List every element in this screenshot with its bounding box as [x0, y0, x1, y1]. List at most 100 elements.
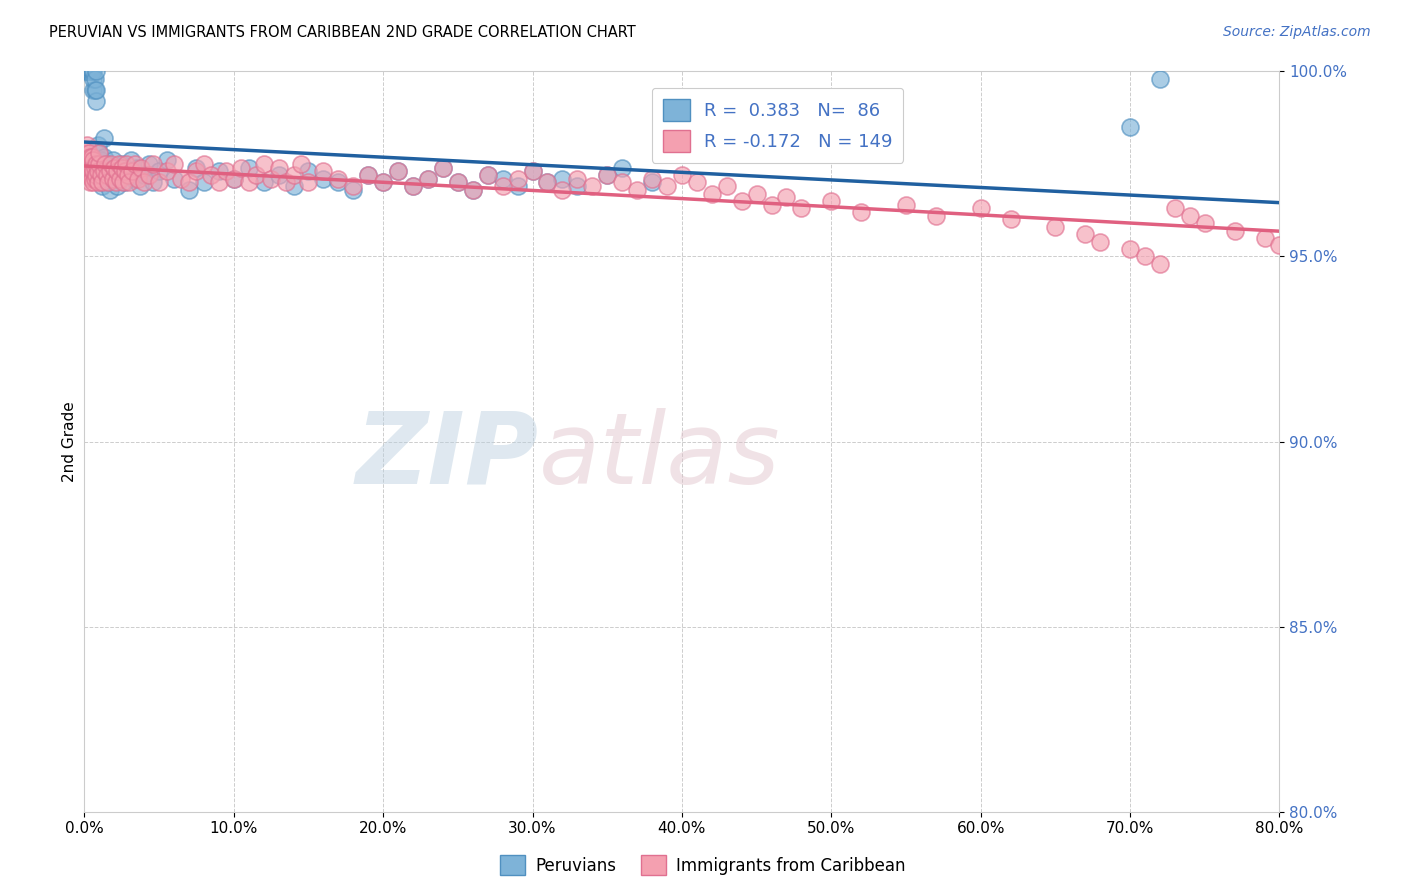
- Point: [596, 168, 619, 182]
- Point: [125, 161, 148, 175]
- Point: [83, 161, 105, 175]
- Point: [387, 164, 409, 178]
- Point: [132, 175, 156, 189]
- Point: [373, 175, 395, 189]
- Point: [83, 171, 105, 186]
- Point: [492, 171, 515, 186]
- Point: [200, 168, 222, 182]
- Point: [86, 83, 108, 97]
- Point: [536, 175, 558, 189]
- Point: [82, 64, 104, 78]
- Point: [297, 175, 319, 189]
- Point: [267, 168, 290, 182]
- Point: [132, 168, 156, 182]
- Point: [86, 157, 108, 171]
- Point: [851, 205, 873, 219]
- Point: [506, 171, 529, 186]
- Point: [115, 157, 138, 171]
- Point: [91, 179, 114, 194]
- Point: [312, 171, 335, 186]
- Point: [238, 161, 260, 175]
- Point: [80, 64, 103, 78]
- Point: [75, 64, 97, 78]
- Point: [100, 164, 122, 178]
- Point: [402, 179, 425, 194]
- Point: [1149, 257, 1171, 271]
- Point: [416, 171, 439, 186]
- Point: [260, 171, 283, 186]
- Point: [581, 179, 603, 194]
- Point: [98, 164, 121, 178]
- Point: [101, 171, 124, 186]
- Point: [416, 171, 439, 186]
- Point: [596, 168, 619, 182]
- Point: [193, 175, 215, 189]
- Text: atlas: atlas: [538, 408, 780, 505]
- Point: [86, 94, 108, 108]
- Point: [77, 64, 100, 78]
- Point: [1045, 219, 1067, 234]
- Point: [107, 168, 129, 182]
- Point: [100, 157, 122, 171]
- Point: [142, 157, 165, 171]
- Point: [76, 64, 98, 78]
- Point: [94, 168, 117, 182]
- Point: [83, 83, 105, 97]
- Point: [128, 179, 150, 194]
- Point: [671, 168, 693, 182]
- Point: [1074, 227, 1097, 242]
- Point: [86, 168, 108, 182]
- Point: [103, 171, 125, 186]
- Point: [387, 164, 409, 178]
- Point: [98, 183, 121, 197]
- Text: ZIP: ZIP: [356, 408, 538, 505]
- Point: [1194, 216, 1216, 230]
- Point: [506, 179, 529, 194]
- Point: [177, 175, 200, 189]
- Point: [641, 175, 664, 189]
- Point: [208, 175, 231, 189]
- Point: [536, 175, 558, 189]
- Point: [342, 179, 364, 194]
- Point: [222, 171, 245, 186]
- Point: [328, 171, 350, 186]
- Point: [80, 64, 103, 78]
- Point: [89, 157, 111, 171]
- Point: [87, 157, 110, 171]
- Point: [186, 161, 208, 175]
- Point: [75, 157, 97, 171]
- Point: [297, 164, 319, 178]
- Point: [75, 145, 97, 160]
- Point: [1000, 212, 1022, 227]
- Point: [790, 202, 813, 216]
- Point: [432, 161, 454, 175]
- Point: [1119, 242, 1142, 256]
- Point: [110, 171, 132, 186]
- Point: [1268, 238, 1291, 252]
- Point: [461, 183, 484, 197]
- Point: [716, 179, 738, 194]
- Point: [253, 157, 276, 171]
- Point: [129, 161, 152, 175]
- Point: [77, 64, 100, 78]
- Point: [101, 153, 124, 168]
- Point: [686, 175, 709, 189]
- Point: [82, 153, 104, 168]
- Point: [1090, 235, 1112, 249]
- Point: [117, 168, 139, 182]
- Point: [79, 64, 101, 78]
- Point: [124, 157, 146, 171]
- Point: [373, 175, 395, 189]
- Point: [215, 164, 238, 178]
- Point: [402, 179, 425, 194]
- Point: [1133, 249, 1156, 263]
- Point: [94, 157, 117, 171]
- Point: [432, 161, 454, 175]
- Point: [477, 168, 499, 182]
- Point: [1164, 202, 1187, 216]
- Point: [357, 168, 380, 182]
- Point: [121, 164, 143, 178]
- Point: [655, 179, 678, 194]
- Point: [163, 171, 186, 186]
- Point: [551, 171, 574, 186]
